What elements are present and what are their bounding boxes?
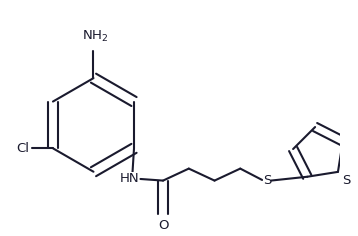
Text: HN: HN: [119, 173, 139, 185]
Text: NH$_2$: NH$_2$: [82, 29, 108, 44]
Text: S: S: [263, 174, 271, 187]
Text: O: O: [158, 219, 168, 232]
Text: S: S: [342, 174, 350, 187]
Text: Cl: Cl: [16, 142, 29, 155]
